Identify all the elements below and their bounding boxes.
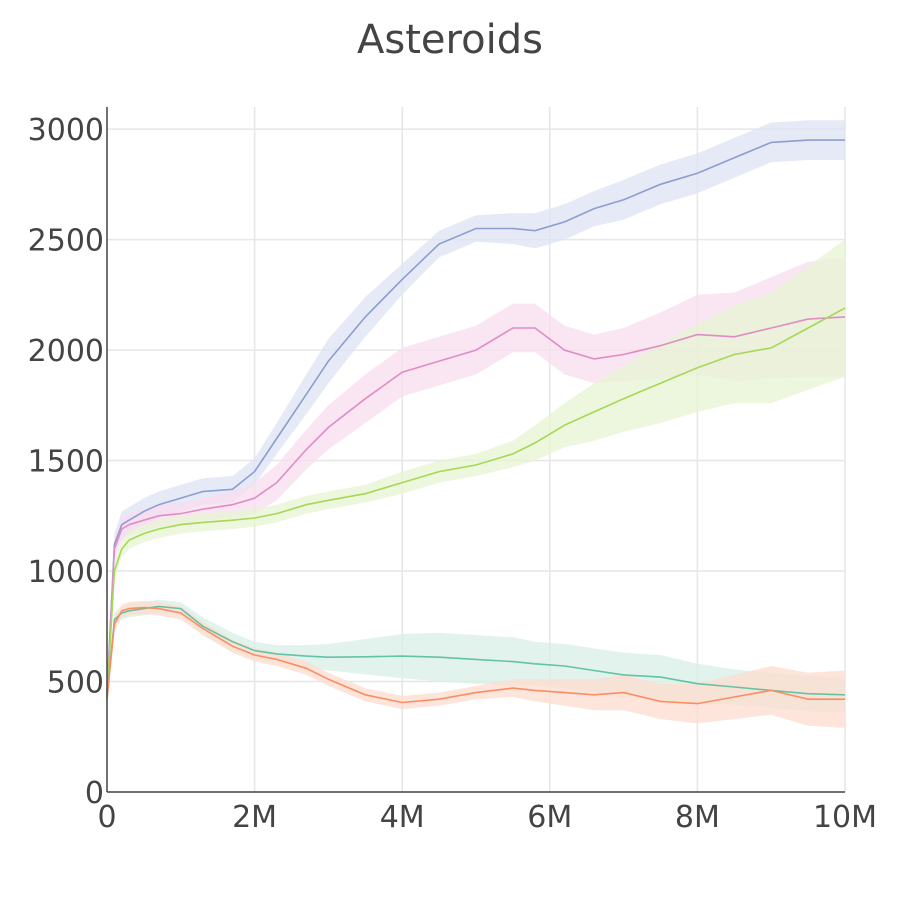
y-tick-label-6: 3000 — [28, 113, 104, 148]
x-tick-label-4: 8M — [675, 800, 720, 835]
y-tick-label-3: 1500 — [28, 445, 104, 480]
band-layer — [107, 120, 845, 728]
y-tick-label-2: 1000 — [28, 555, 104, 590]
series-0-band — [107, 120, 845, 702]
y-tick-label-0: 0 — [85, 776, 104, 811]
y-tick-label-4: 2000 — [28, 334, 104, 369]
series-1-line — [106, 316, 846, 695]
x-tick-label-5: 10M — [813, 800, 877, 835]
series-2-band — [107, 239, 845, 706]
x-tick-label-2: 4M — [380, 800, 425, 835]
chart-title: Asteroids — [357, 17, 543, 63]
x-tick-label-1: 2M — [232, 800, 277, 835]
axis-layer — [106, 107, 845, 793]
series-4-band — [107, 600, 845, 728]
x-tick-label-0: 0 — [97, 800, 116, 835]
series-0-line — [106, 139, 845, 693]
tick-label-layer: 0 500 1000 1500 2000 2500 3000 0 2M 4M 6M 8M 10M — [28, 113, 877, 835]
y-tick-label-5: 2500 — [28, 224, 104, 259]
series-4-line — [106, 606, 845, 705]
y-tick-label-1: 500 — [47, 666, 104, 701]
series-2-line — [106, 307, 846, 698]
line-layer — [106, 139, 846, 705]
x-tick-label-3: 6M — [527, 800, 572, 835]
